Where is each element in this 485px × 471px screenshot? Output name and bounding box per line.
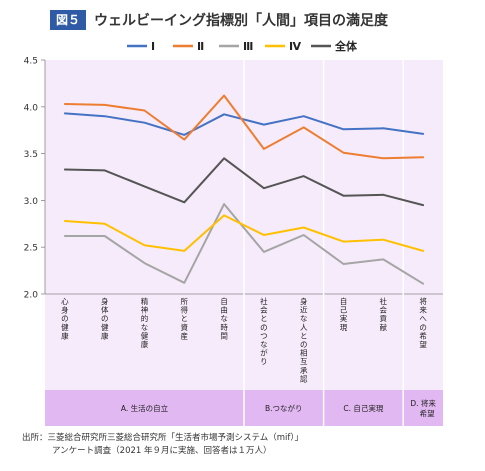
category-label-char: つ: [260, 331, 268, 340]
source-line-1: 出所：三菱総合研究所三菱総合研究所「生活者市場予測システム（mif）」: [22, 433, 304, 443]
source-line-2: アンケート調査（2021 年９月に実施、回答者は１万人）: [52, 446, 272, 456]
figure-title: ウェルビーイング指標別「人間」項目の満足度: [94, 13, 389, 29]
category-label-char: の: [61, 314, 69, 323]
category-label-char: 体: [101, 305, 109, 315]
legend-label: Ⅲ: [243, 40, 253, 53]
category-label-char: 将: [419, 296, 427, 306]
category-label-char: の: [300, 340, 308, 349]
series-line-4: [63, 214, 425, 252]
series-line-5: [63, 157, 425, 207]
category-label-char: と: [300, 331, 308, 340]
category-label-char: 康: [101, 330, 109, 340]
category-label-char: と: [260, 314, 268, 323]
category-label-char: 身: [300, 296, 308, 306]
legend-label: Ⅰ: [151, 40, 155, 53]
category-label-char: 得: [181, 305, 189, 315]
category-label-char: り: [260, 357, 268, 366]
y-tick-label: 2.5: [24, 244, 38, 254]
category-label-char: 互: [300, 357, 308, 366]
category-label-char: の: [101, 314, 109, 323]
y-tick-label: 2.0: [24, 291, 39, 301]
y-tick-label: 3.5: [24, 150, 38, 160]
group-label: A. 生活の自立: [121, 403, 169, 413]
category-label-char: 己: [340, 306, 348, 315]
category-label-char: 身: [61, 305, 69, 315]
category-label-char: 資: [181, 322, 189, 332]
category-label-char: 身: [101, 296, 109, 306]
legend-label: Ⅱ: [197, 40, 204, 53]
category-label-char: 健: [101, 322, 109, 332]
category-label-char: 神: [141, 305, 149, 315]
series-line-2: [63, 94, 425, 160]
category-label-char: 会: [380, 305, 388, 315]
y-tick-label: 4.0: [24, 103, 39, 113]
category-label-char: 社: [380, 296, 388, 306]
category-label-char: の: [260, 323, 268, 332]
category-label-char: 会: [260, 305, 268, 315]
category-label-char: 所: [181, 296, 189, 306]
group-label: D. 将来: [410, 398, 436, 408]
category-label-char: 健: [141, 330, 149, 340]
category-label-char: 社: [260, 296, 268, 306]
category-label-char: 心: [61, 297, 69, 306]
category-label-char: 希: [419, 330, 427, 340]
category-label-char: 精: [141, 296, 149, 306]
category-label-char: 康: [61, 330, 69, 340]
category-label-char: 実: [340, 313, 348, 323]
category-label-char: 近: [300, 305, 308, 315]
category-label-char: 人: [300, 323, 308, 332]
category-label-char: な: [260, 340, 268, 349]
figure-badge: 図５: [50, 10, 87, 30]
category-label-char: 相: [300, 348, 308, 358]
category-label-char: 認: [300, 373, 308, 383]
category-label-char: 望: [419, 339, 427, 349]
category-label-char: 献: [380, 322, 388, 332]
category-label-char: の: [419, 323, 427, 332]
category-label-char: 的: [141, 313, 149, 323]
category-label-char: な: [141, 323, 149, 332]
series-line-3: [63, 203, 425, 285]
source-note: 出所：三菱総合研究所三菱総合研究所「生活者市場予測システム（mif）」 アンケー…: [22, 432, 303, 458]
y-tick-label: 4.5: [24, 57, 38, 67]
category-label-char: な: [300, 314, 308, 323]
category-label-char: 健: [61, 322, 69, 332]
category-label-char: 康: [141, 339, 149, 349]
group-label: B.つながり: [265, 403, 303, 413]
figure-title-row: 図５ ウェルビーイング指標別「人間」項目の満足度: [50, 8, 388, 32]
y-tick-label: 3.0: [24, 197, 39, 207]
legend-label: Ⅳ: [289, 40, 302, 53]
series-line-1: [63, 112, 425, 136]
category-label-char: 産: [181, 330, 189, 340]
category-label-char: と: [181, 314, 189, 323]
legend-label: 全体: [334, 39, 358, 53]
line-chart: 2.0 2.5 3.0 3.5 4.0 4.5 A. 生活の自立 B.つながり C. 自己実現 D…: [24, 39, 443, 426]
category-label-char: 自: [340, 296, 348, 306]
category-label-char: 間: [220, 331, 228, 340]
category-label-char: 由: [220, 305, 228, 315]
group-label: C. 自己実現: [343, 403, 384, 413]
category-label-char: が: [260, 348, 268, 358]
category-label-char: な: [220, 314, 228, 323]
category-label-char: へ: [419, 314, 427, 323]
category-label-char: 貢: [380, 314, 388, 323]
category-label-char: 来: [419, 306, 427, 315]
group-label-cont: 希望: [420, 408, 435, 418]
category-label-char: 時: [220, 323, 228, 332]
category-label-char: 現: [340, 323, 348, 332]
category-label-char: 承: [300, 366, 308, 375]
category-label-char: 自: [220, 296, 228, 306]
